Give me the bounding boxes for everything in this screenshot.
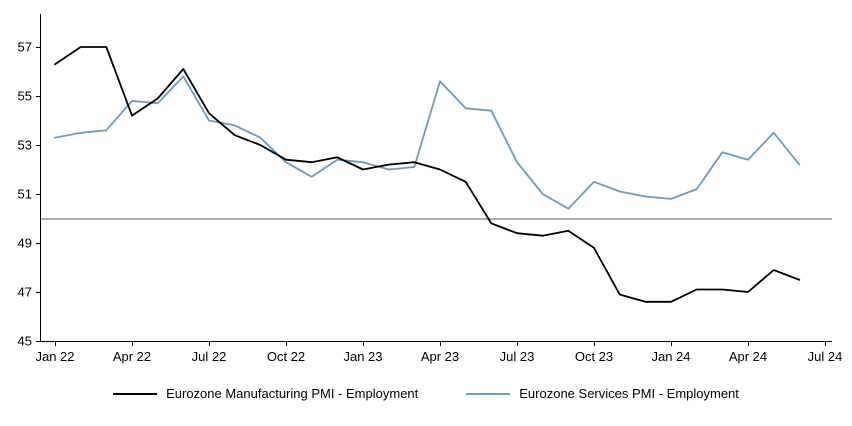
legend-label-services: Eurozone Services PMI - Employment (519, 386, 739, 401)
legend-label-manufacturing: Eurozone Manufacturing PMI - Employment (166, 386, 419, 401)
x-axis-label: Jul 24 (808, 349, 843, 364)
chart-plot-area: 45 47 49 51 53 55 57 Jan 22 Apr 22 Jul 22 Oct 22 Ja… (18, 14, 843, 364)
x-axis-label: Jul 22 (192, 349, 227, 364)
x-axis-label: Apr 22 (113, 349, 151, 364)
chart-legend: Eurozone Manufacturing PMI - Employment … (0, 380, 852, 426)
x-axis-label: Oct 22 (267, 349, 305, 364)
x-axis-label: Jan 24 (651, 349, 690, 364)
x-axis-label: Jan 22 (35, 349, 74, 364)
x-axis-label: Oct 23 (575, 349, 613, 364)
legend-item-services: Eurozone Services PMI - Employment (466, 386, 739, 401)
services-line-swatch (466, 392, 511, 395)
x-axis-label: Jan 23 (343, 349, 382, 364)
manufacturing-line-swatch (113, 392, 158, 395)
y-axis-label: 45 (18, 334, 32, 349)
x-axis-label: Apr 23 (421, 349, 459, 364)
y-axis-label: 57 (18, 40, 32, 55)
manufacturing-series-line (54, 46, 801, 303)
y-axis-label: 53 (18, 138, 32, 153)
y-axis-label: 49 (18, 236, 32, 251)
x-axis-label: Apr 24 (729, 349, 767, 364)
y-axis-label: 51 (18, 187, 32, 202)
y-axis-label: 47 (18, 285, 32, 300)
legend-item-manufacturing: Eurozone Manufacturing PMI - Employment (113, 386, 418, 401)
y-axis-label: 55 (18, 89, 32, 104)
x-axis-label: Jul 23 (500, 349, 535, 364)
services-series-line (54, 75, 801, 210)
